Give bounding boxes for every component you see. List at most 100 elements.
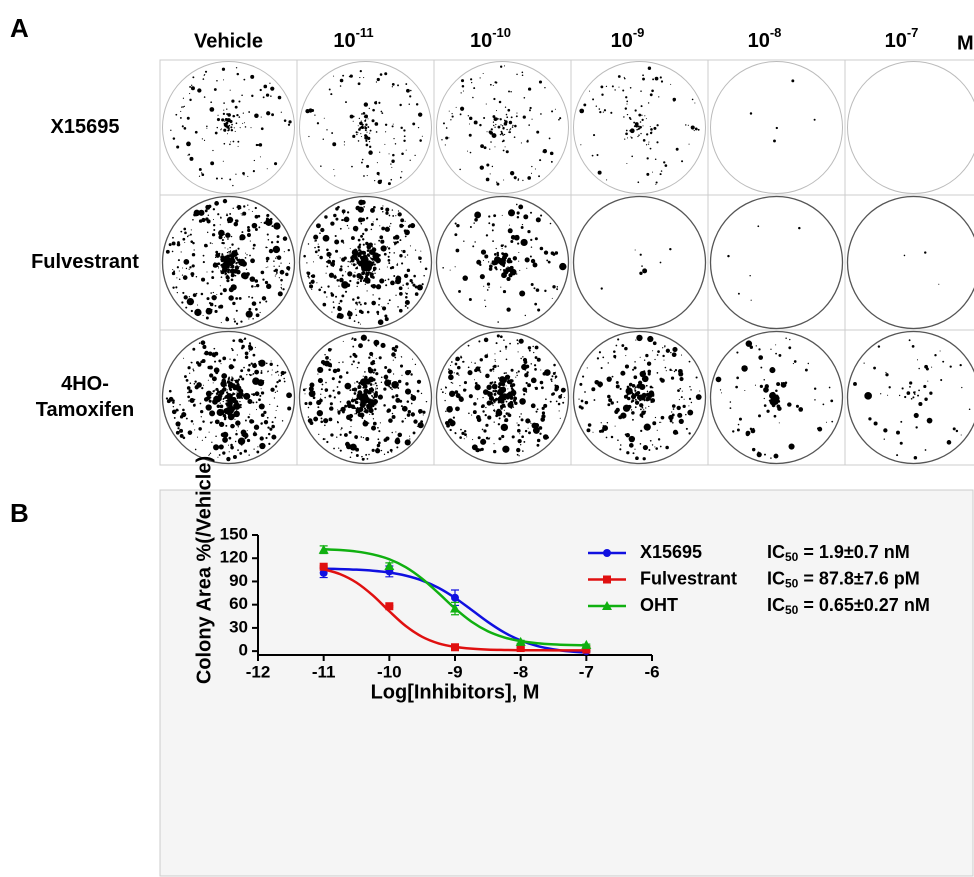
colony <box>221 242 223 244</box>
legend-marker <box>603 549 611 557</box>
colony <box>226 261 228 263</box>
colony <box>166 250 170 254</box>
colony <box>210 453 211 454</box>
colony <box>505 146 506 147</box>
colony <box>367 126 369 128</box>
colony <box>228 445 229 446</box>
colony <box>353 121 354 122</box>
colony <box>258 360 265 367</box>
colony <box>484 254 488 258</box>
colony <box>885 372 886 373</box>
colony <box>184 232 187 235</box>
colony <box>203 315 204 316</box>
colony <box>385 131 386 132</box>
colony <box>636 335 642 341</box>
colony <box>325 356 329 360</box>
colony <box>379 278 384 283</box>
colony <box>415 292 419 296</box>
colony <box>532 346 533 347</box>
colony <box>258 215 261 218</box>
colony <box>541 386 544 389</box>
colony <box>383 387 386 390</box>
colony <box>389 226 390 227</box>
colony <box>772 404 776 408</box>
colony <box>370 253 371 254</box>
colony <box>495 124 496 125</box>
colony <box>384 144 385 145</box>
colony <box>358 407 363 412</box>
colony <box>459 385 460 386</box>
colony <box>907 391 911 395</box>
colony <box>251 297 253 299</box>
colony <box>657 430 658 431</box>
colony <box>655 77 659 81</box>
colony <box>280 270 285 275</box>
column-header-base: 10 <box>333 30 355 52</box>
colony <box>518 351 519 352</box>
colony <box>231 377 233 379</box>
colony <box>339 303 340 304</box>
colony <box>779 422 780 423</box>
colony <box>442 391 444 393</box>
colony <box>391 388 393 390</box>
colony <box>275 257 276 258</box>
colony <box>392 413 394 415</box>
colony <box>228 251 229 252</box>
colony <box>883 428 887 432</box>
colony <box>208 380 209 381</box>
colony <box>248 364 251 367</box>
colony <box>273 270 275 272</box>
colony <box>393 360 394 361</box>
colony <box>206 404 212 410</box>
colony <box>352 337 354 339</box>
colony <box>390 449 393 452</box>
colony <box>241 231 243 233</box>
colony <box>359 118 360 119</box>
colony <box>217 404 221 408</box>
colony <box>498 386 501 389</box>
colony <box>492 240 494 242</box>
colony <box>381 111 383 113</box>
colony <box>938 284 939 285</box>
colony <box>373 384 374 385</box>
colony <box>525 418 530 423</box>
colony <box>625 434 627 436</box>
colony <box>217 447 219 449</box>
y-tick-label: 150 <box>220 524 248 543</box>
colony <box>378 102 380 104</box>
colony <box>182 409 185 412</box>
colony <box>333 448 335 450</box>
colony <box>246 269 247 270</box>
colony <box>536 217 541 222</box>
well <box>848 197 974 329</box>
colony <box>377 427 379 429</box>
colony <box>604 109 606 111</box>
colony <box>369 261 374 266</box>
colony <box>366 144 369 147</box>
colony <box>417 285 423 291</box>
colony <box>338 381 341 384</box>
colony <box>387 246 388 247</box>
colony <box>231 124 233 126</box>
colony <box>227 129 229 131</box>
colony <box>274 163 277 166</box>
colony <box>553 372 556 375</box>
colony <box>534 368 537 371</box>
colony <box>229 451 230 452</box>
colony <box>405 300 410 305</box>
colony <box>223 118 224 119</box>
colony <box>448 137 449 138</box>
column-header: Vehicle <box>194 30 263 52</box>
colony <box>405 296 408 299</box>
colony <box>486 392 488 394</box>
colony <box>205 205 209 209</box>
colony <box>324 215 327 218</box>
colony <box>370 257 371 258</box>
colony <box>469 298 472 301</box>
colony <box>356 438 357 439</box>
colony <box>412 122 415 125</box>
colony <box>225 412 228 415</box>
colony <box>223 398 225 400</box>
colony <box>385 284 387 286</box>
colony <box>873 367 876 370</box>
